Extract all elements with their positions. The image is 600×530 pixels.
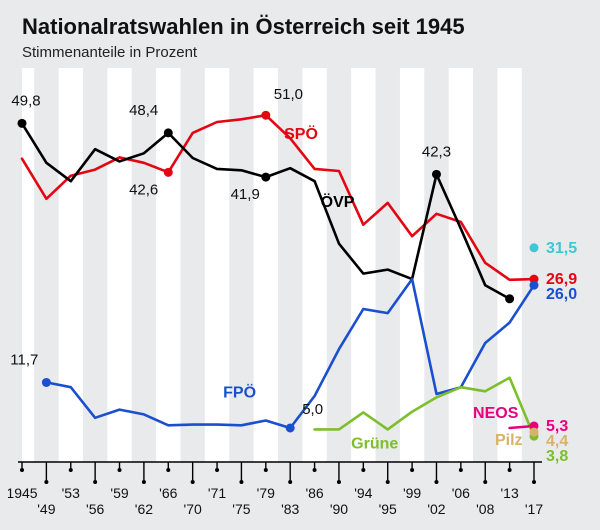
x-label: '59 bbox=[110, 485, 128, 501]
x-label: '06 bbox=[452, 485, 470, 501]
x-tick-dot bbox=[288, 480, 292, 484]
chart-subtitle: Stimmenanteile in Prozent bbox=[22, 44, 197, 61]
stripe bbox=[59, 68, 83, 462]
x-tick-dot bbox=[93, 480, 97, 484]
line-chart: 49,8 11,7 48,4 42,6 51,0 41,9 5,0 42,3 SPÖ ÖVP FP… bbox=[8, 68, 592, 522]
x-label: '13 bbox=[500, 485, 518, 501]
party-label-ovp: ÖVP bbox=[321, 192, 355, 211]
end-label-pilz: 4,4 bbox=[546, 433, 568, 450]
series-fpo-endpoint bbox=[530, 281, 539, 290]
x-label: '99 bbox=[403, 485, 421, 501]
x-tick-dot bbox=[264, 468, 268, 472]
x-label: '49 bbox=[37, 501, 55, 517]
x-tick-dot bbox=[44, 480, 48, 484]
annotation-label: 42,3 bbox=[422, 143, 451, 160]
annotation-point bbox=[432, 170, 441, 179]
stripe bbox=[449, 68, 473, 462]
x-tick-dot bbox=[166, 468, 170, 472]
annotation-point bbox=[18, 119, 27, 128]
annotation-point bbox=[286, 424, 295, 433]
x-tick-dot bbox=[361, 468, 365, 472]
x-tick-dot bbox=[20, 468, 24, 472]
x-label: '86 bbox=[305, 485, 323, 501]
x-tick-dot bbox=[337, 480, 341, 484]
x-label: '62 bbox=[135, 501, 153, 517]
x-tick-dot bbox=[118, 468, 122, 472]
annotation-point bbox=[164, 128, 173, 137]
party-label-spo: SPÖ bbox=[284, 124, 318, 143]
x-label: '90 bbox=[330, 501, 348, 517]
x-tick-dot bbox=[532, 480, 536, 484]
x-tick-dot bbox=[410, 468, 414, 472]
end-label-ovp_new: 31,5 bbox=[546, 240, 577, 257]
series-ovp-endpoint bbox=[505, 294, 514, 303]
party-label-grune: Grüne bbox=[351, 435, 398, 452]
x-tick-dot bbox=[313, 468, 317, 472]
x-label: '95 bbox=[379, 501, 397, 517]
x-label: '56 bbox=[86, 501, 104, 517]
annotation-point bbox=[164, 168, 173, 177]
annotation-point bbox=[42, 378, 51, 387]
x-label: '17 bbox=[525, 501, 543, 517]
x-tick-dot bbox=[69, 468, 73, 472]
x-label: '75 bbox=[232, 501, 250, 517]
party-label-pilz: Pilz bbox=[495, 432, 523, 449]
annotation-label: 11,7 bbox=[10, 351, 38, 368]
x-label: '02 bbox=[427, 501, 445, 517]
x-tick-dot bbox=[142, 480, 146, 484]
x-tick-dot bbox=[434, 480, 438, 484]
x-label: 1945 bbox=[8, 485, 38, 501]
end-label-fpo: 26,0 bbox=[546, 286, 577, 303]
chart-title: Nationalratswahlen in Österreich seit 19… bbox=[22, 14, 465, 40]
annotation-label: 5,0 bbox=[302, 401, 323, 418]
x-tick-dot bbox=[508, 468, 512, 472]
x-label: '66 bbox=[159, 485, 177, 501]
annotation-label: 49,8 bbox=[11, 92, 40, 109]
annotation-label: 51,0 bbox=[274, 86, 303, 103]
stripe bbox=[254, 68, 278, 462]
stripe bbox=[156, 68, 180, 462]
stripe bbox=[107, 68, 131, 462]
x-tick-dot bbox=[191, 480, 195, 484]
x-tick-dot bbox=[239, 480, 243, 484]
x-tick-dot bbox=[459, 468, 463, 472]
annotation-label: 48,4 bbox=[129, 102, 158, 119]
annotation-label: 42,6 bbox=[129, 181, 158, 198]
annotation-point bbox=[261, 111, 270, 120]
x-label: '70 bbox=[184, 501, 202, 517]
x-label: '94 bbox=[354, 485, 372, 501]
party-label-fpo: FPÖ bbox=[223, 382, 256, 401]
annotation-point bbox=[261, 173, 270, 182]
annotation-label: 41,9 bbox=[231, 186, 260, 203]
x-label: '79 bbox=[257, 485, 275, 501]
stripe bbox=[400, 68, 424, 462]
series-ovp_new-endpoint bbox=[530, 243, 539, 252]
stripe bbox=[497, 68, 521, 462]
x-tick-dot bbox=[483, 480, 487, 484]
end-label-grune: 3,8 bbox=[546, 448, 568, 465]
x-tick-dot bbox=[215, 468, 219, 472]
x-label: '71 bbox=[208, 485, 226, 501]
x-label: '53 bbox=[62, 485, 80, 501]
x-label: '83 bbox=[281, 501, 299, 517]
party-label-neos: NEOS bbox=[473, 405, 519, 422]
series-pilz-endpoint bbox=[530, 428, 539, 437]
x-label: '08 bbox=[476, 501, 494, 517]
x-tick-dot bbox=[386, 480, 390, 484]
